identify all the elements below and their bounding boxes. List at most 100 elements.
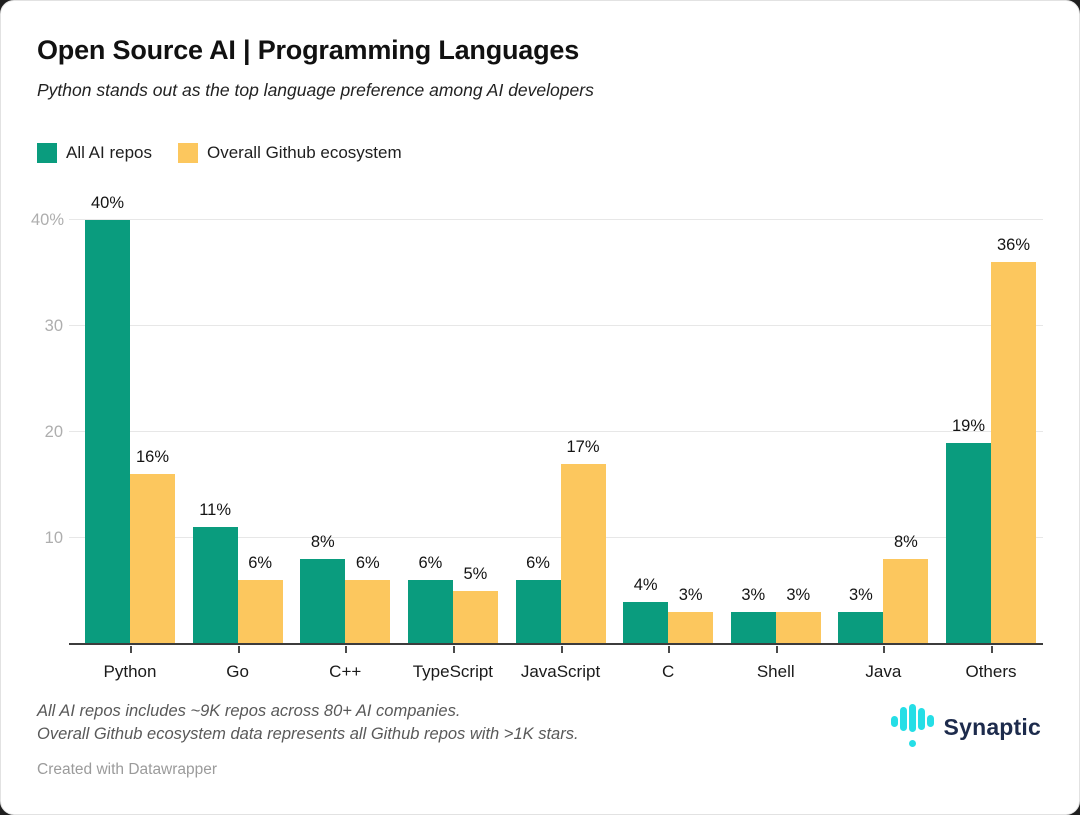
bar-c-all-ai-repos	[300, 559, 346, 644]
bar-javascript-overall-github-ecosystem	[560, 463, 606, 644]
bar-group-javascript: 6% 17% JavaScript	[515, 220, 606, 681]
waveform-bar-3	[908, 704, 916, 732]
bar-group-shell: 3% 3% Shell	[730, 220, 821, 681]
x-axis-tick	[668, 646, 671, 653]
bar-group-others: 19% 36% Others	[946, 220, 1036, 681]
bar-value-label: 3%	[678, 586, 703, 605]
bar-value-label: 4%	[633, 575, 658, 594]
bar-group-c: 4% 3% C	[623, 220, 714, 681]
waveform-bar-2	[899, 707, 907, 731]
bar-slot: 11%	[192, 220, 238, 644]
bar-slot: 17%	[560, 220, 606, 644]
x-axis-tick	[991, 646, 993, 653]
waveform-bars-icon	[890, 703, 934, 751]
brand-name: Synaptic	[943, 713, 1041, 740]
y-axis-label: 10	[44, 529, 63, 547]
x-axis-tick	[130, 646, 132, 653]
waveform-bar-4	[917, 708, 925, 730]
bar-group-python: 40% 16% Python	[85, 194, 175, 681]
bar-slot: 6%	[407, 220, 453, 644]
bar-slot: 3%	[775, 220, 821, 644]
bar-group-typescript: 6% 5% TypeScript	[407, 220, 498, 681]
bars: 6% 5%	[407, 220, 498, 644]
bar-slot: 3%	[730, 220, 776, 644]
x-axis-label: Python	[103, 662, 157, 681]
bar-value-label: 6%	[355, 554, 380, 573]
bar-python-overall-github-ecosystem	[130, 474, 175, 644]
legend-swatch	[37, 143, 57, 163]
x-axis-tick	[345, 646, 348, 653]
x-axis-line	[69, 643, 1043, 645]
y-axis-label: 30	[44, 317, 63, 335]
legend-item-overall-github-ecosystem: Overall Github ecosystem	[178, 143, 402, 163]
waveform-bar-5	[926, 715, 934, 727]
legend: All AI repos Overall Github ecosystem	[37, 143, 1043, 163]
bar-chart: 10 20 30 40% 40% 16% Python 11% 6% Go 8% 6% C++ 6% 5% T…	[31, 194, 1043, 681]
bar-group-c: 8% 6% C++	[300, 220, 391, 681]
bar-slot: 3%	[838, 220, 884, 644]
bar-slot: 6%	[515, 220, 561, 644]
bar-typescript-overall-github-ecosystem	[452, 591, 498, 644]
synaptic-logo: Synaptic	[890, 703, 1041, 751]
x-axis-tick	[883, 646, 886, 653]
plot-area: 10 20 30 40% 40% 16% Python 11% 6% Go 8% 6% C++ 6% 5% T…	[31, 194, 1043, 681]
bar-value-label: 6%	[248, 554, 273, 573]
y-axis-label: 40%	[31, 211, 65, 229]
bar-slot: 8%	[300, 220, 346, 644]
footnote: Overall Github ecosystem data represents…	[37, 725, 579, 744]
bar-slot: 3%	[668, 220, 714, 644]
x-axis-tick	[560, 646, 563, 653]
bar-value-label: 11%	[199, 501, 232, 520]
bar-c-overall-github-ecosystem	[668, 612, 714, 644]
bar-slot: 6%	[237, 220, 283, 644]
bar-group-java: 3% 8% Java	[838, 220, 929, 681]
bar-value-label: 6%	[526, 554, 550, 573]
bar-go-overall-github-ecosystem	[237, 580, 283, 644]
gridline-20	[69, 431, 1043, 432]
bar-value-label: 19%	[951, 416, 986, 435]
bars: 40% 16%	[85, 194, 175, 644]
bar-slot: 4%	[623, 220, 669, 644]
bar-group-go: 11% 6% Go	[192, 220, 283, 681]
bar-c-all-ai-repos	[623, 601, 669, 644]
bar-value-label: 3%	[741, 586, 766, 605]
legend-label: Overall Github ecosystem	[207, 143, 402, 162]
x-axis-label: C	[661, 662, 675, 681]
bar-others-overall-github-ecosystem	[991, 262, 1036, 644]
y-axis-label: 20	[44, 423, 63, 441]
x-axis-label: Java	[865, 662, 902, 681]
bar-slot: 8%	[883, 220, 929, 644]
bars: 3% 3%	[730, 220, 821, 644]
x-axis-label: C++	[329, 662, 362, 681]
x-axis-label: TypeScript	[412, 662, 494, 681]
bar-slot: 5%	[452, 220, 498, 644]
bar-python-all-ai-repos	[85, 220, 130, 644]
bar-value-label: 3%	[848, 586, 873, 605]
bars: 4% 3%	[623, 220, 714, 644]
bar-others-all-ai-repos	[946, 442, 991, 644]
x-axis-label: Shell	[756, 662, 795, 681]
gridline-30	[69, 325, 1043, 326]
bar-go-all-ai-repos	[192, 527, 238, 644]
bars: 19% 36%	[946, 220, 1036, 644]
bar-shell-overall-github-ecosystem	[775, 612, 821, 644]
bar-value-label: 6%	[418, 554, 443, 573]
bar-slot: 6%	[345, 220, 391, 644]
legend-swatch	[178, 143, 198, 163]
chart-footer: All AI repos includes ~9K repos across 8…	[37, 700, 1043, 779]
bar-c-overall-github-ecosystem	[345, 580, 391, 644]
x-axis-tick	[452, 646, 455, 653]
bar-value-label: 16%	[135, 448, 170, 467]
bar-value-label: 8%	[310, 533, 335, 552]
bars: 11% 6%	[192, 220, 283, 644]
bar-shell-all-ai-repos	[730, 612, 776, 644]
bars: 8% 6%	[300, 220, 391, 644]
footnote: All AI repos includes ~9K repos across 8…	[37, 702, 461, 720]
x-axis-label: Others	[965, 662, 1017, 681]
x-axis-label: Go	[226, 662, 249, 681]
x-axis-label: JavaScript	[520, 662, 601, 681]
waveform-dot	[908, 740, 916, 747]
bar-slot: 40%	[85, 194, 130, 644]
footer-notes: All AI repos includes ~9K repos across 8…	[37, 700, 1043, 747]
bar-groups: 40% 16% Python 11% 6% Go 8% 6% C++ 6% 5% TypeScript…	[69, 194, 1043, 681]
